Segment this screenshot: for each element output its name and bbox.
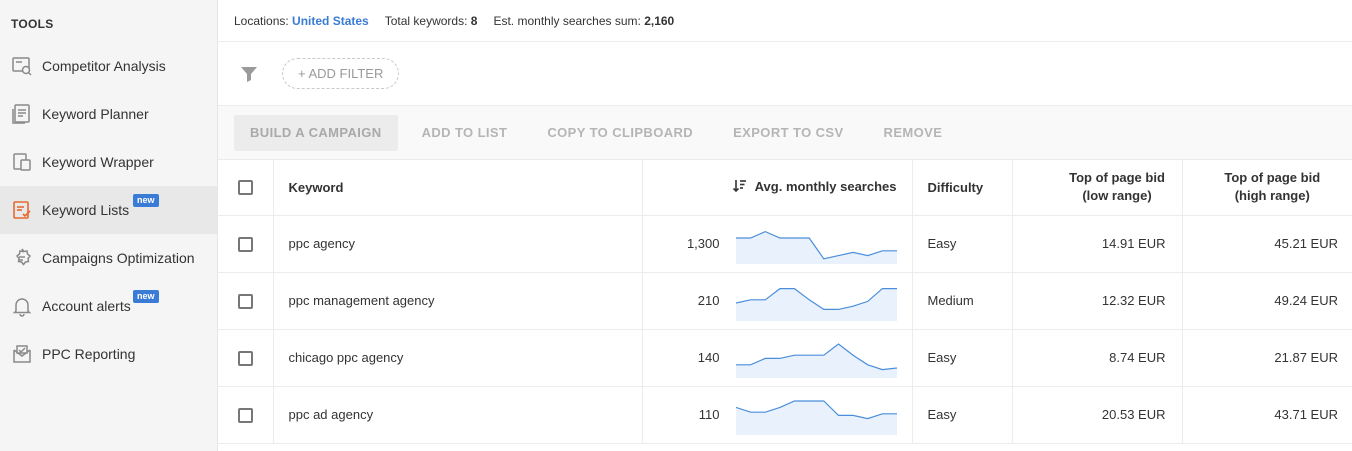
filter-icon[interactable] [240,64,260,84]
avg-searches-cell: 110 [642,386,913,444]
avg-searches-value: 210 [697,293,720,308]
info-bar: Locations: United States Total keywords:… [218,0,1352,42]
sidebar-item-label: Keyword Lists [42,202,130,218]
ppc-reporting-icon [11,343,33,365]
high-bid-cell: 45.21 EUR [1182,215,1352,273]
high-bid-cell: 49.24 EUR [1182,272,1352,330]
keywords-table: Keyword Avg. monthly searches Difficulty… [218,160,1352,444]
new-badge: new [133,194,159,207]
keyword-planner-icon [11,103,33,125]
low-bid-header[interactable]: Top of page bid (low range) [1012,160,1183,216]
row-checkbox[interactable] [237,407,253,423]
main-content: Locations: United States Total keywords:… [218,0,1352,451]
low-bid-cell: 20.53 EUR [1012,386,1183,444]
high-bid-cell: 43.71 EUR [1182,386,1352,444]
keyword-header[interactable]: Keyword [273,160,643,216]
low-bid-cell: 14.91 EUR [1012,215,1183,273]
difficulty-cell: Easy [912,215,1013,273]
total-keywords-value: 8 [470,13,478,28]
low-bid-cell: 12.32 EUR [1012,272,1183,330]
sparkline-line [735,287,897,310]
avg-searches-cell: 210 [642,272,913,330]
sidebar-item-label: Campaigns Optimization [42,250,195,266]
keyword-cell: chicago ppc agency [273,329,643,387]
avg-searches-value: 1,300 [686,236,720,251]
sidebar-item-competitor-analysis[interactable]: Competitor Analysis [0,42,217,90]
table-row[interactable]: chicago ppc agency 140 Easy 8.74 EUR 21.… [218,329,1352,387]
row-checkbox[interactable] [237,350,253,366]
keyword-cell: ppc management agency [273,272,643,330]
sidebar-item-label: Keyword Wrapper [42,154,154,170]
filter-bar: + ADD FILTER [218,42,1352,106]
keyword-lists-icon [11,199,33,221]
searches-sum-info: Est. monthly searches sum: 2,160 [493,13,675,28]
avg-searches-header[interactable]: Avg. monthly searches [642,160,913,216]
sparkline-line [735,230,897,259]
row-check-cell [218,272,274,330]
row-check-cell [218,386,274,444]
locations-info: Locations: United States [234,13,369,28]
sidebar-item-keyword-lists[interactable]: Keyword Lists new [0,186,217,234]
sparkline-area [735,231,897,264]
copy-to-clipboard-button[interactable]: COPY TO CLIPBOARD [547,125,694,140]
add-filter-button[interactable]: + ADD FILTER [282,58,400,89]
avg-searches-value: 140 [697,350,720,365]
remove-button[interactable]: REMOVE [883,125,943,140]
campaigns-optimization-icon [11,247,33,269]
trend-sparkline [735,230,897,264]
trend-sparkline [735,342,897,378]
keyword-wrapper-icon [11,151,33,173]
locations-link[interactable]: United States [292,13,369,28]
export-csv-button[interactable]: EXPORT TO CSV [733,125,844,140]
row-checkbox[interactable] [237,293,253,309]
trend-sparkline [735,287,897,321]
low-bid-cell: 8.74 EUR [1012,329,1183,387]
sparkline-line [735,399,897,419]
avg-searches-cell: 1,300 [642,215,913,273]
searches-sum-value: 2,160 [644,13,675,28]
sidebar-item-label: PPC Reporting [42,346,136,362]
avg-searches-value: 110 [698,407,720,422]
sidebar-item-label: Account alerts [42,298,131,314]
select-all-cell [218,160,274,216]
row-check-cell [218,215,274,273]
high-bid-cell: 21.87 EUR [1182,329,1352,387]
sidebar-item-keyword-planner[interactable]: Keyword Planner [0,90,217,138]
table-row[interactable]: ppc agency 1,300 Easy 14.91 EUR 45.21 EU… [218,215,1352,273]
total-keywords-info: Total keywords: 8 [384,13,478,28]
difficulty-cell: Easy [912,386,1013,444]
high-bid-header[interactable]: Top of page bid (high range) [1182,160,1352,216]
select-all-checkbox[interactable] [237,180,253,196]
table-row[interactable]: ppc management agency 210 Medium 12.32 E… [218,272,1352,330]
sidebar: TOOLS Competitor Analysis Keyword Planne… [0,0,218,451]
sidebar-item-account-alerts[interactable]: Account alerts new [0,282,217,330]
sidebar-item-ppc-reporting[interactable]: PPC Reporting [0,330,217,378]
action-toolbar: BUILD A CAMPAIGN ADD TO LIST COPY TO CLI… [218,106,1352,160]
sidebar-item-keyword-wrapper[interactable]: Keyword Wrapper [0,138,217,186]
keyword-cell: ppc agency [273,215,643,273]
sparkline-line [735,342,897,370]
row-checkbox[interactable] [237,236,253,252]
sidebar-heading: TOOLS [11,17,54,31]
table-header-row: Keyword Avg. monthly searches Difficulty… [218,160,1352,216]
difficulty-header[interactable]: Difficulty [912,160,1013,216]
sidebar-item-label: Competitor Analysis [42,58,166,74]
trend-sparkline [735,399,897,435]
sort-descending-icon [732,179,747,193]
difficulty-cell: Easy [912,329,1013,387]
difficulty-cell: Medium [912,272,1013,330]
new-badge: new [133,290,159,303]
row-check-cell [218,329,274,387]
table-row[interactable]: ppc ad agency 110 Easy 20.53 EUR 43.71 E… [218,386,1352,444]
sparkline-area [735,400,897,435]
bell-icon [11,295,33,317]
build-campaign-button[interactable]: BUILD A CAMPAIGN [234,114,398,151]
competitor-analysis-icon [11,55,33,77]
keyword-cell: ppc ad agency [273,386,643,444]
add-to-list-button[interactable]: ADD TO LIST [421,125,508,140]
sidebar-item-label: Keyword Planner [42,106,149,122]
avg-searches-cell: 140 [642,329,913,387]
sparkline-area [735,343,897,378]
sidebar-item-campaigns-optimization[interactable]: Campaigns Optimization [0,234,217,282]
